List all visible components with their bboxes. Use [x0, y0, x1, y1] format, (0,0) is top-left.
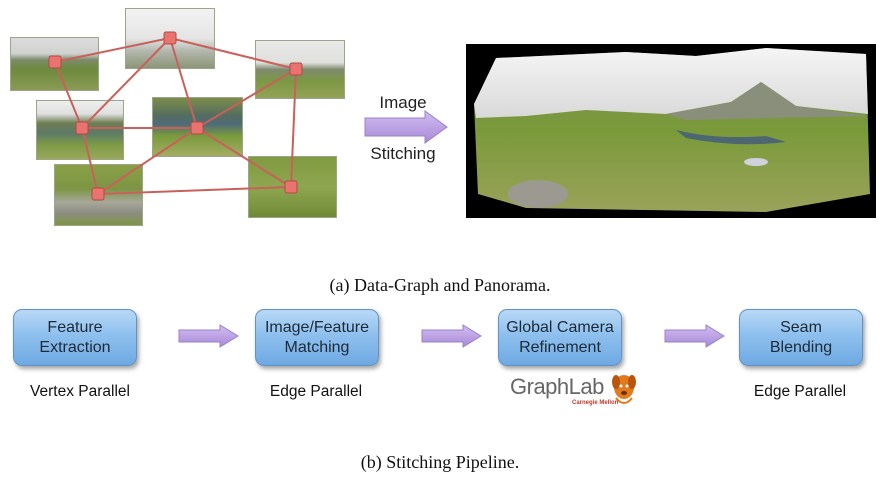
caption-a: (a) Data-Graph and Panorama.	[329, 275, 551, 295]
graphlab-logo-text: GraphLab	[510, 374, 604, 399]
graph-edge	[81, 127, 99, 195]
graph-node	[91, 187, 105, 201]
stage-seam-blending: Seam Blending	[739, 309, 863, 366]
graph-node	[163, 31, 177, 45]
graph-node	[190, 121, 204, 135]
stage-image-feature-matching: Image/Feature Matching	[255, 309, 379, 366]
stage-title-line1: Feature	[47, 318, 103, 336]
stage-title-line1: Global Camera	[506, 318, 614, 336]
graph-edge	[290, 68, 297, 188]
label-edge-parallel-2: Edge Parallel	[753, 383, 847, 400]
pipeline-arrow-icon	[421, 324, 482, 348]
caption-b: (b) Stitching Pipeline.	[360, 452, 520, 472]
graph-node	[289, 62, 303, 76]
graph-edge	[54, 37, 171, 63]
graph-node	[75, 121, 89, 135]
graph-edge	[169, 37, 198, 129]
graphlab-logo: GraphLab Carnegie Mellon	[510, 372, 640, 414]
panorama-image	[466, 44, 876, 218]
graph-edge	[54, 61, 83, 129]
stage-title-line2: Extraction	[39, 338, 111, 356]
label-vertex-parallel: Vertex Parallel	[30, 383, 130, 400]
stage-title-line2: Matching	[284, 338, 350, 356]
stage-title-line2: Blending	[769, 338, 833, 356]
stage-title-line1: Seam	[780, 318, 822, 336]
dog-mascot-icon	[612, 375, 636, 404]
stage-feature-extraction: Feature Extraction	[13, 309, 137, 366]
label-edge-parallel-1: Edge Parallel	[269, 383, 363, 400]
pipeline-arrow-icon	[178, 324, 239, 348]
graph-edge	[81, 37, 171, 129]
graph-edge	[169, 37, 297, 70]
graph-edge	[97, 127, 198, 195]
stage-title-line1: Image/Feature	[264, 318, 370, 336]
graph-edge	[196, 68, 297, 129]
stage-title-line2: Refinement	[519, 338, 601, 356]
graph-edge	[97, 186, 292, 195]
graph-nodes	[48, 31, 303, 201]
pipeline-arrow-icon	[664, 324, 725, 348]
graph-edges	[54, 37, 297, 195]
stage-global-camera-refinement: Global Camera Refinement	[498, 309, 622, 366]
arrow-label-stitching: Stitching	[370, 144, 436, 163]
arrow-label-image: Image	[379, 93, 427, 112]
graphlab-logo-subtext: Carnegie Mellon	[572, 400, 619, 406]
graph-node	[284, 180, 298, 194]
image-stitching-arrow-icon	[364, 110, 448, 144]
graph-edge	[196, 127, 292, 188]
graph-node	[48, 55, 62, 69]
